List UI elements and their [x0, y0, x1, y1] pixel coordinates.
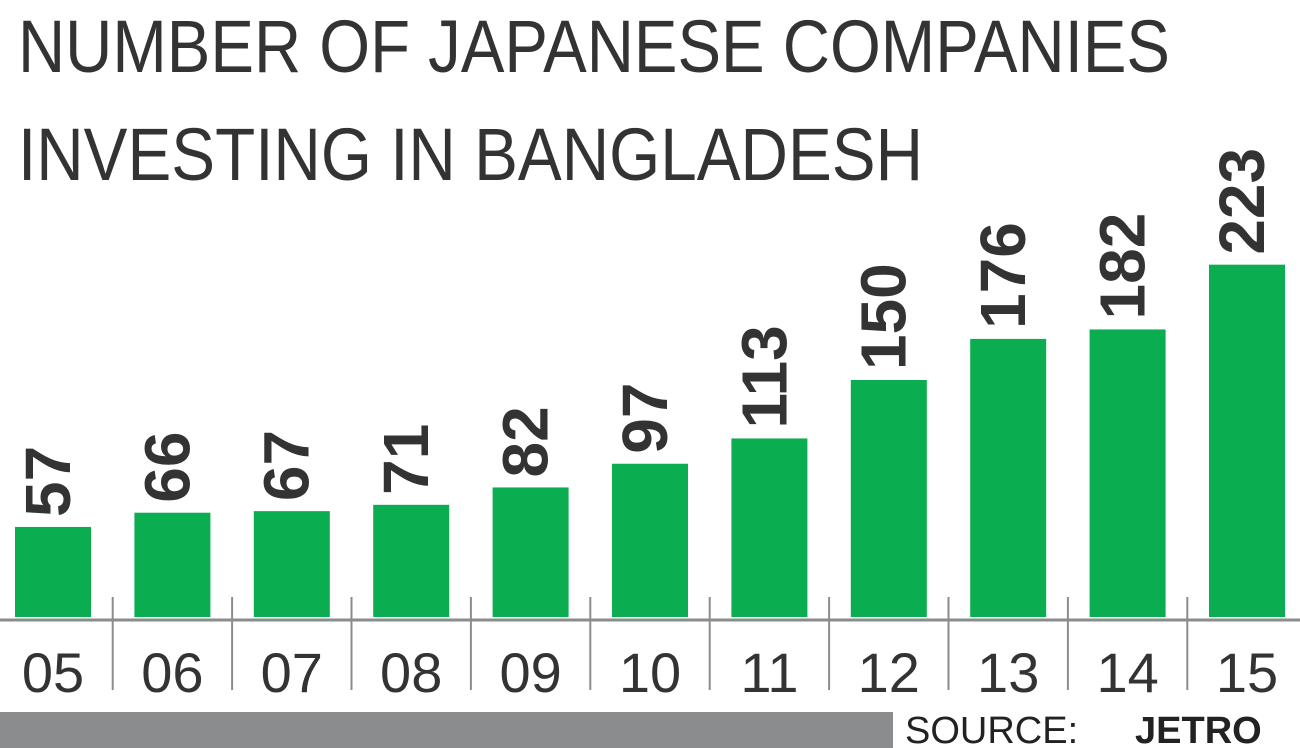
bar — [253, 511, 330, 617]
x-tick-label: 05 — [22, 641, 84, 704]
bar — [612, 463, 688, 617]
value-label: 223 — [1206, 148, 1278, 255]
x-tick-label: 08 — [380, 641, 442, 704]
chart-title: NUMBER OF JAPANESE COMPANIES — [18, 5, 1170, 88]
x-tick-label: 09 — [499, 641, 561, 704]
value-label: 113 — [728, 325, 800, 428]
bar — [850, 380, 927, 617]
value-label: 176 — [967, 222, 1039, 329]
bar — [1089, 329, 1166, 617]
footer-bar — [0, 712, 893, 748]
x-tick-label: 10 — [619, 641, 681, 704]
source-label: SOURCE: — [905, 710, 1078, 748]
value-label: 71 — [370, 424, 442, 495]
bar — [134, 512, 211, 617]
bar — [1209, 264, 1285, 617]
x-tick-label: 06 — [141, 641, 203, 704]
value-label: 97 — [609, 383, 681, 454]
x-tick-label: 12 — [858, 641, 920, 704]
bar — [970, 338, 1047, 617]
x-tick-label: 11 — [740, 641, 798, 704]
chart-title: INVESTING IN BANGLADESH — [18, 113, 923, 196]
value-label: 67 — [251, 430, 323, 501]
source: JETRO — [1135, 710, 1262, 748]
bar — [373, 504, 450, 617]
value-label: 182 — [1087, 213, 1159, 320]
bar — [15, 526, 91, 617]
value-label: 82 — [490, 406, 562, 477]
bar — [492, 487, 569, 617]
value-label: 150 — [848, 263, 920, 370]
value-label: 66 — [131, 432, 203, 503]
x-tick-label: 14 — [1096, 641, 1158, 704]
value-label: 57 — [12, 446, 84, 517]
bar — [731, 438, 808, 617]
x-tick-label: 07 — [261, 641, 323, 704]
x-tick-label: 15 — [1216, 641, 1278, 704]
x-tick-label: 13 — [977, 641, 1039, 704]
